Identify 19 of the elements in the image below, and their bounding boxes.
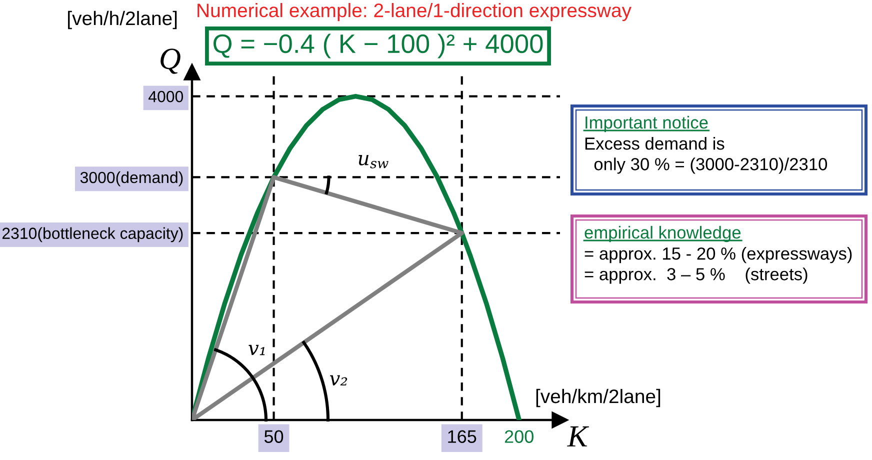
y-tick-label: 3000(demand) — [80, 171, 183, 186]
x-tick-label: 200 — [504, 430, 534, 443]
y-axis-title: Q — [160, 48, 180, 74]
annotation: v₁ — [248, 344, 265, 356]
y-tick-label: 2310(bottleneck capacity) — [2, 227, 183, 242]
text: [veh/h/2lane] — [68, 10, 177, 30]
chart-title: Numerical example: 2-lane/1-direction expressway — [198, 3, 632, 22]
annotation: v₂ — [330, 375, 348, 386]
text: = approx. 15 - 20 % (expressways) = approx. 3 – 5 % (streets) — [584, 247, 852, 284]
x-tick-label: 50 — [264, 430, 284, 443]
text: Important notice — [586, 116, 708, 132]
annotation: u$_{sw}$ — [358, 155, 388, 168]
x-axis-title: K — [567, 426, 590, 446]
text: Q = −0.4 ( K − 100 )² + 4000 — [213, 34, 543, 58]
annotation: [veh/km/2lane] — [536, 388, 660, 408]
x-tick-label: 165 — [448, 430, 476, 443]
y-tick-label: 4000 — [148, 90, 184, 102]
text: empirical knowledge — [584, 226, 741, 242]
text: Excess demand is only 30 % = (3000-2310)/2310 — [585, 137, 828, 174]
